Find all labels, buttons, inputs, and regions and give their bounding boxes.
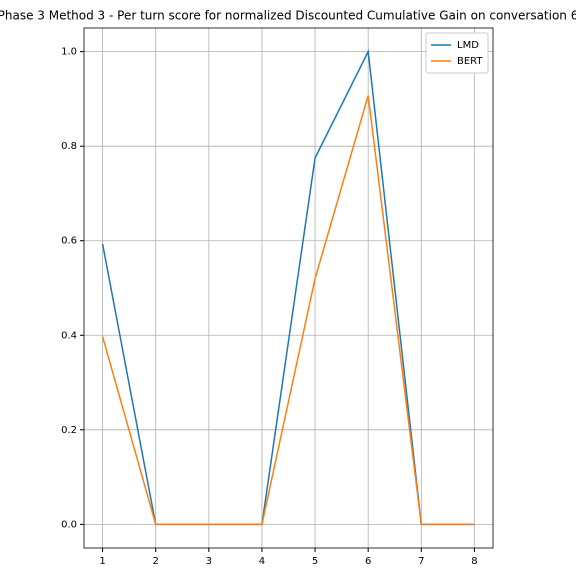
x-tick-label: 2 [153,556,159,567]
x-tick-label: 3 [206,556,212,567]
series-line [101,95,475,526]
x-tick-label: 5 [312,556,318,567]
plot-frame [83,27,494,549]
x-tick-label: 6 [365,556,371,567]
y-tick-label: 0.2 [61,425,77,436]
y-tick-label: 0.6 [61,236,77,247]
x-tick-label: 1 [99,556,105,567]
x-tick-label: 7 [418,556,424,567]
legend-label: LMD [457,40,479,51]
series-line [101,49,475,526]
legend-box [425,32,489,74]
y-tick-label: 0.8 [61,141,77,152]
y-tick-label: 0.0 [61,519,77,530]
x-tick-label: 8 [471,556,477,567]
legend-label: BERT [457,56,483,67]
x-tick-label: 4 [259,556,265,567]
y-tick-label: 1.0 [61,47,77,58]
chart-title: Phase 3 Method 3 - Per turn score for no… [0,9,576,23]
y-tick-label: 0.4 [61,330,77,341]
